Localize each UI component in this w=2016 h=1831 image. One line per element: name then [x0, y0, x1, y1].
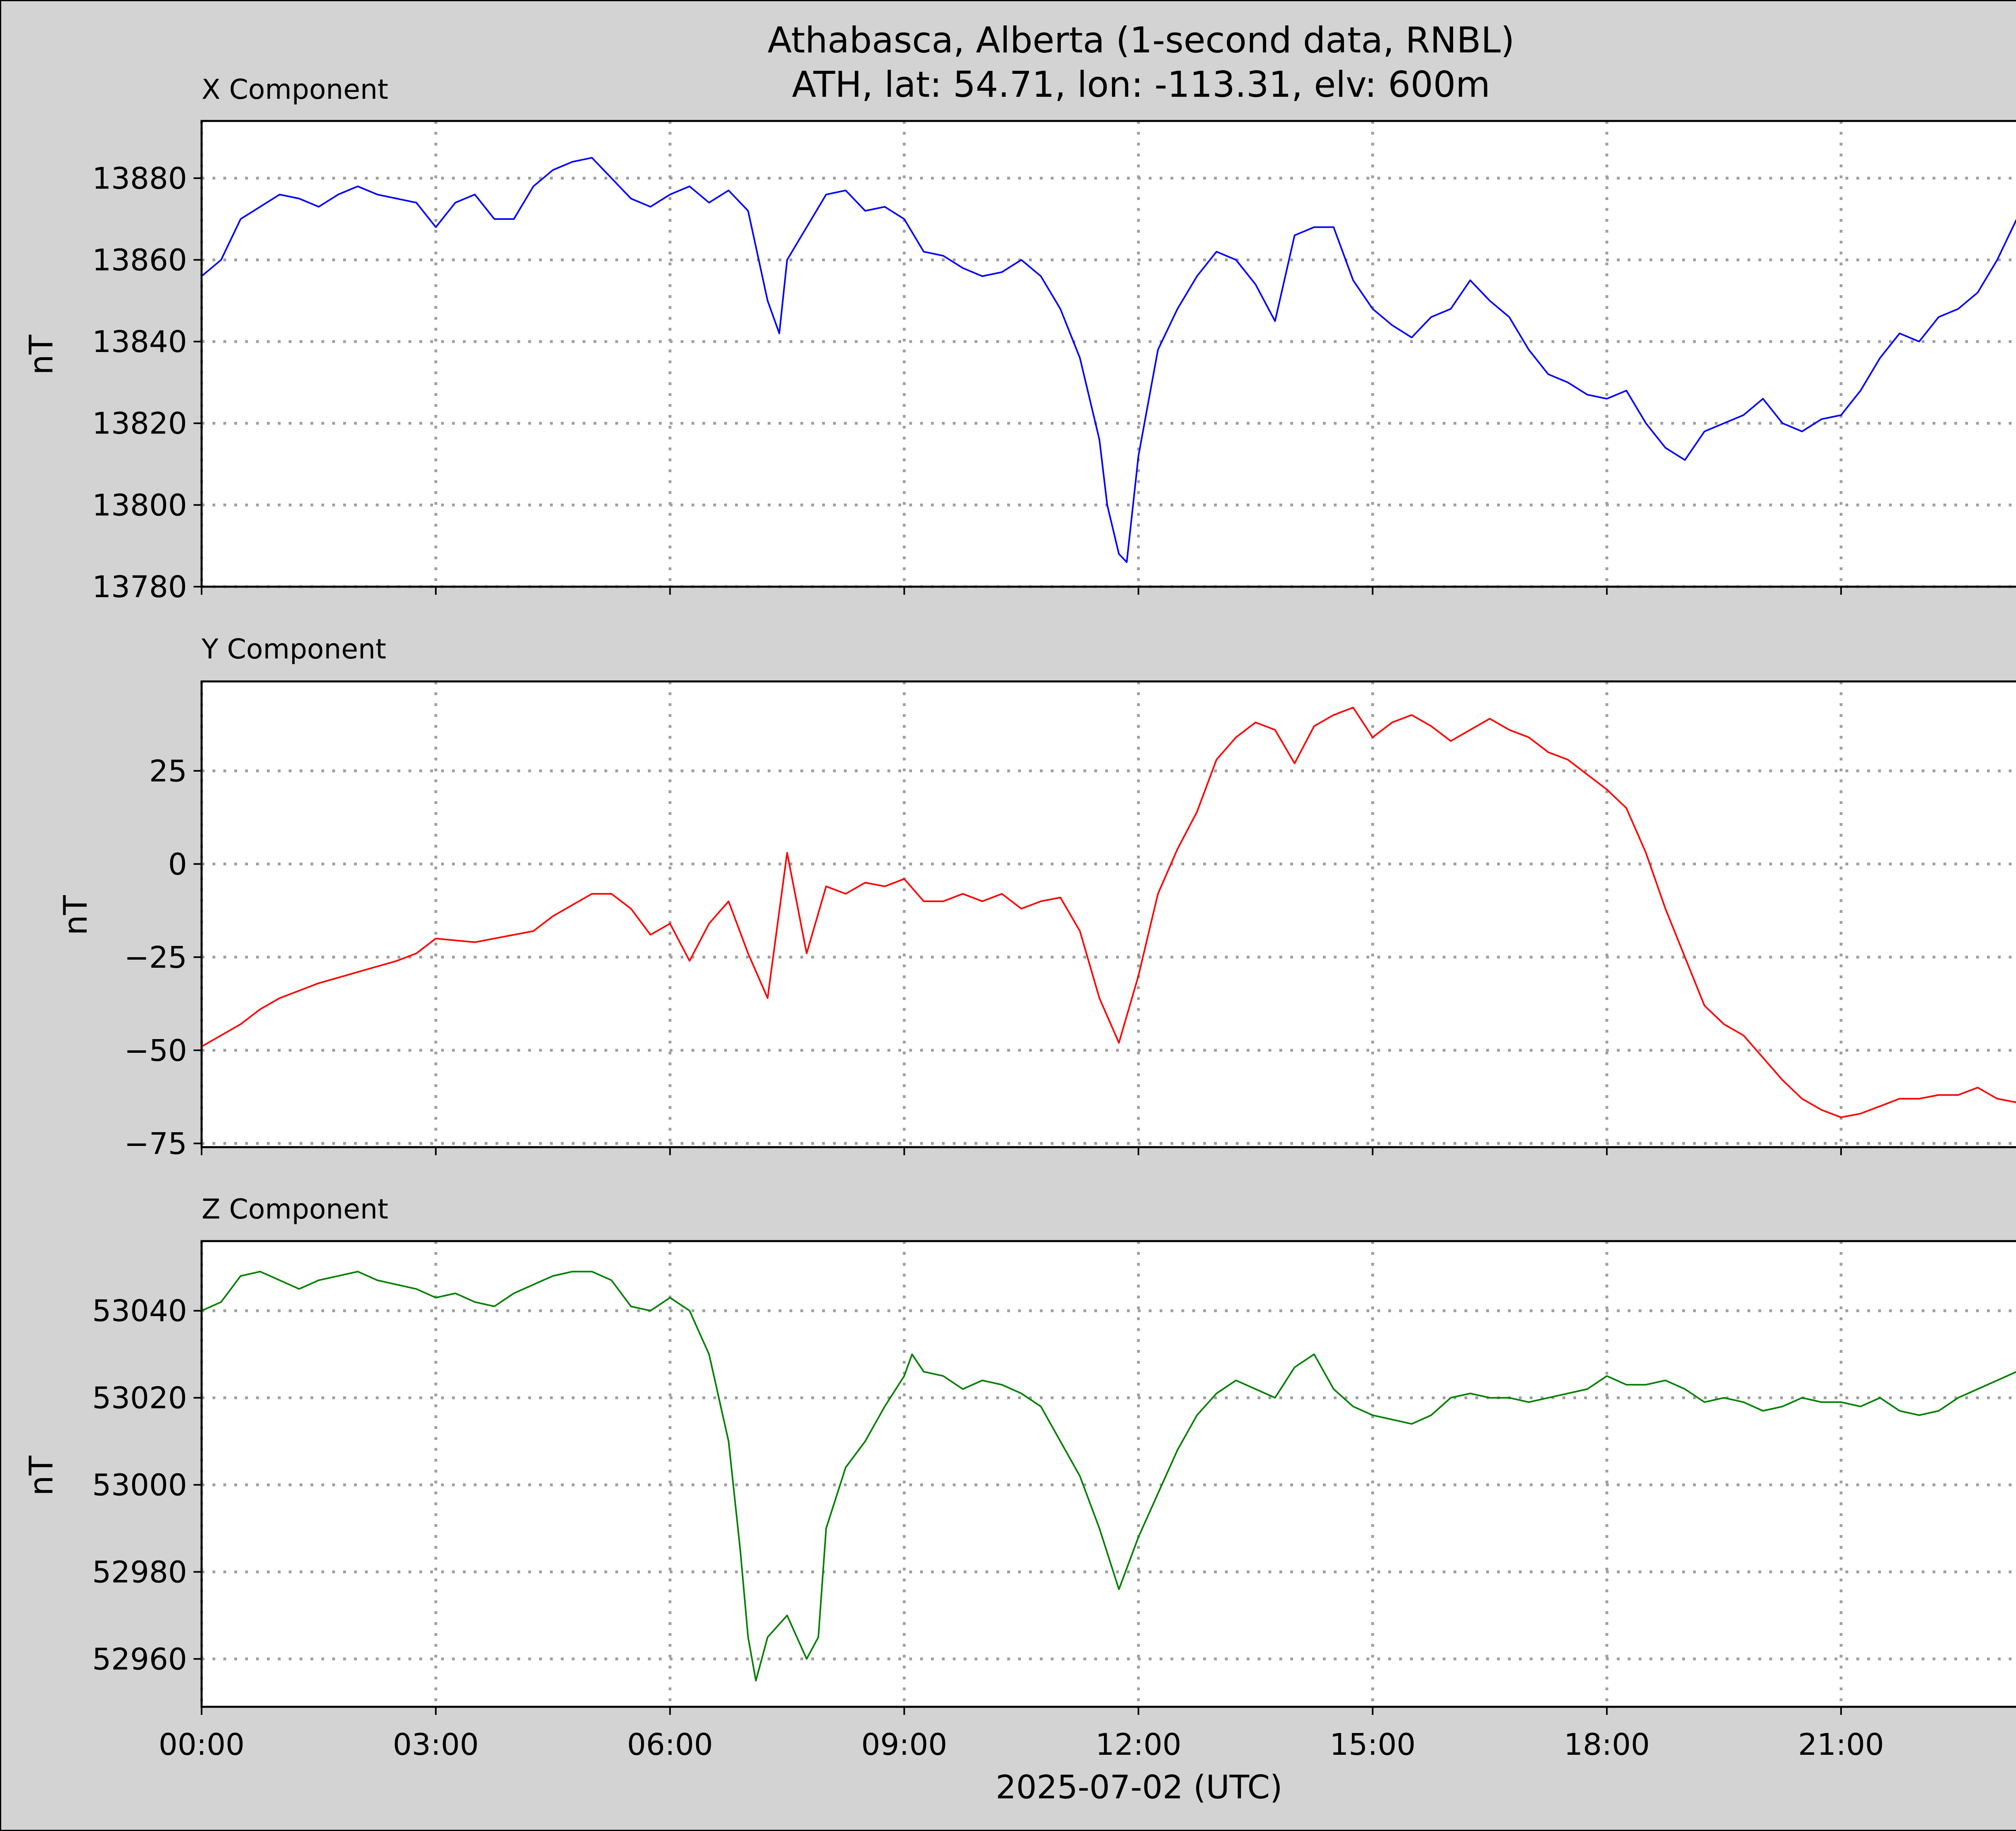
- x-tick-label: 00:00: [158, 1727, 244, 1762]
- y-tick-label: 53040: [92, 1294, 187, 1329]
- panel-z-component: Z Component nT 52960 52980 53000 53020 53040: [23, 1194, 2016, 1715]
- x-tick-label: 21:00: [1798, 1727, 1884, 1762]
- x-tick-label: 18:00: [1564, 1727, 1650, 1762]
- data-series-line: [201, 1271, 2016, 1682]
- x-axis-tick-labels: 00:00 03:00 06:00 09:00 12:00 15:00 18:00 21:00: [158, 1727, 1884, 1762]
- x-tick-label: 06:00: [627, 1727, 713, 1762]
- figure-title-line2: ATH, lat: 54.71, lon: -113.31, elv: 600m: [792, 64, 1490, 105]
- panel-title: X Component: [202, 74, 388, 106]
- plot-area: 52960 52980 53000 53020 53040: [92, 1240, 2016, 1715]
- x-tick-label: 15:00: [1330, 1727, 1416, 1762]
- plot-area: −75 −50 −25 0 25: [124, 680, 2016, 1161]
- y-tick-label: 13800: [92, 488, 187, 523]
- y-tick-label: −50: [124, 1033, 187, 1068]
- panel-title: Z Component: [202, 1194, 388, 1225]
- y-tick-label: 53000: [92, 1468, 187, 1502]
- x-axis-label: 2025-07-02 (UTC): [996, 1769, 1282, 1806]
- y-tick-label: 13840: [92, 325, 187, 359]
- y-tick-label: 13860: [92, 243, 187, 277]
- y-tick-label: 52980: [92, 1555, 187, 1589]
- plot-area: 13780 13800 13820 13840 13860 13880: [92, 120, 2016, 604]
- panel-x-component: X Component nT 13780 13800 13820 13840 13860…: [23, 74, 2016, 604]
- plot-frame: [200, 1240, 2016, 1708]
- y-tick-label: 0: [168, 847, 187, 882]
- y-tick-label: 53020: [92, 1381, 187, 1416]
- data-series-line: [201, 706, 2016, 1119]
- y-axis-label: nT: [23, 1455, 60, 1496]
- data-series-line: [201, 157, 2016, 563]
- y-tick-label: 13780: [92, 570, 187, 604]
- y-tick-label: −75: [124, 1127, 187, 1161]
- plot-frame: [200, 680, 2016, 1148]
- y-tick-label: 13820: [92, 406, 187, 441]
- plot-background: [202, 1241, 2016, 1707]
- panel-y-component: Y Component nT −75 −50 −25 0 25: [57, 633, 2016, 1161]
- y-tick-label: 25: [149, 754, 187, 789]
- figure-title-line1: Athabasca, Alberta (1-second data, RNBL): [768, 19, 1515, 61]
- plot-frame: [200, 120, 2016, 588]
- x-tick-label: 03:00: [393, 1727, 479, 1762]
- y-axis-label: nT: [23, 334, 60, 375]
- x-tick-label: 09:00: [861, 1727, 947, 1762]
- y-axis-label: nT: [57, 895, 94, 935]
- x-tick-label: 12:00: [1095, 1727, 1181, 1762]
- panel-title: Y Component: [201, 633, 386, 665]
- y-tick-label: −25: [124, 940, 187, 975]
- plot-background: [202, 681, 2016, 1147]
- plot-background: [202, 121, 2016, 587]
- y-tick-label: 52960: [92, 1642, 187, 1677]
- y-tick-label: 13880: [92, 161, 187, 196]
